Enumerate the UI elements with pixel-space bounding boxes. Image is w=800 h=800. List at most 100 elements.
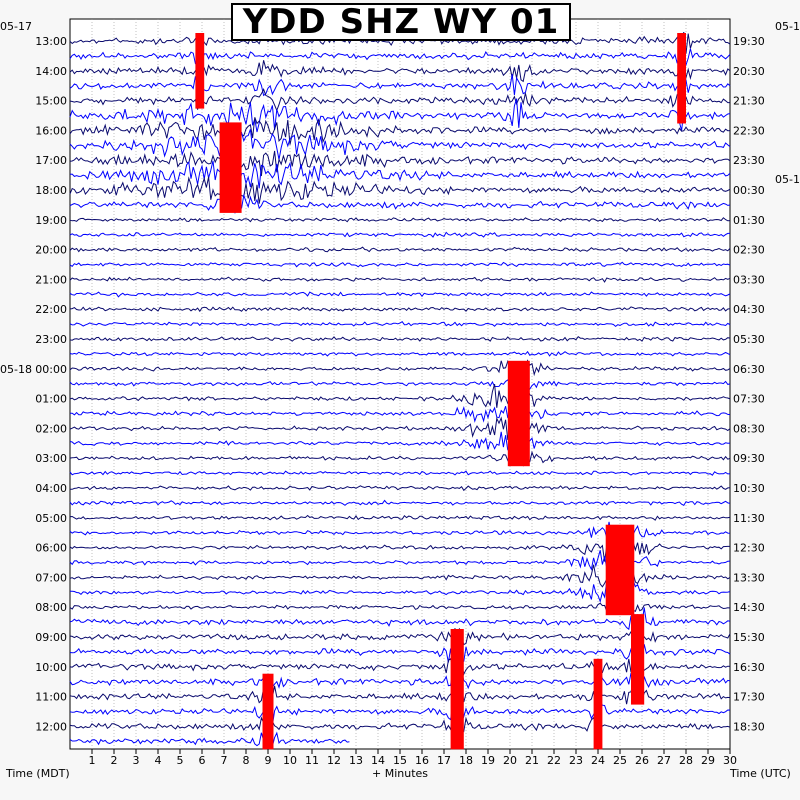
trace-row xyxy=(69,350,731,357)
x-tick-label: 2 xyxy=(111,754,118,767)
right-date-label: 05-1 xyxy=(775,20,800,33)
x-tick-label: 30 xyxy=(723,754,737,767)
clipped-signal xyxy=(507,360,530,467)
right-time-label: 23:30 xyxy=(733,154,765,167)
right-time-label: 01:30 xyxy=(733,214,765,227)
right-date-label: 05-1 xyxy=(775,173,800,186)
trace-row xyxy=(69,276,731,283)
clipped-signal xyxy=(262,673,274,750)
trace-row xyxy=(69,306,731,313)
trace-row xyxy=(69,47,731,67)
x-tick-label: 18 xyxy=(459,754,473,767)
right-time-label: 03:30 xyxy=(733,273,765,286)
left-time-label: 10:00 xyxy=(35,661,67,674)
right-time-label: 20:30 xyxy=(733,65,765,78)
trace-row xyxy=(70,405,731,426)
trace-row xyxy=(69,607,731,632)
right-time-label: 10:30 xyxy=(733,482,765,495)
trace-row xyxy=(69,681,731,713)
x-tick-label: 21 xyxy=(525,754,539,767)
left-time-label: 16:00 xyxy=(35,124,67,137)
right-time-label: 15:30 xyxy=(733,631,765,644)
trace-row xyxy=(69,150,731,177)
left-time-label: 08:00 xyxy=(35,601,67,614)
x-tick-label: 20 xyxy=(503,754,517,767)
left-time-label: 00:00 xyxy=(35,363,67,376)
right-time-label: 04:30 xyxy=(733,303,765,316)
right-time-label: 19:30 xyxy=(733,35,765,48)
x-tick-label: 9 xyxy=(265,754,272,767)
x-tick-label: 29 xyxy=(701,754,715,767)
seismic-traces xyxy=(69,32,731,747)
trace-row xyxy=(69,372,731,390)
clipped-signal xyxy=(605,524,635,616)
right-time-label: 07:30 xyxy=(733,393,765,406)
right-time-label: 00:30 xyxy=(733,184,765,197)
right-time-label: 14:30 xyxy=(733,601,765,614)
left-time-label: 19:00 xyxy=(35,214,67,227)
x-tick-label: 25 xyxy=(613,754,627,767)
time-labels: 13:00 14:00 15:00 16:00 17:00 18:00 19:00 20:00… xyxy=(0,20,800,733)
x-tick-label: 23 xyxy=(569,754,583,767)
trace-row xyxy=(69,88,730,112)
left-date-label: 05-18 xyxy=(0,363,32,376)
clipped-signal xyxy=(677,33,686,124)
left-time-label: 09:00 xyxy=(35,631,67,644)
left-axis-label: Time (MDT) xyxy=(6,767,70,780)
trace-row xyxy=(69,514,731,521)
right-time-label: 06:30 xyxy=(733,363,765,376)
trace-row xyxy=(69,291,731,298)
right-time-label: 18:30 xyxy=(733,720,765,733)
x-tick-label: 12 xyxy=(327,754,341,767)
trace-row xyxy=(69,643,731,666)
x-tick-label: 3 xyxy=(133,754,140,767)
left-time-label: 17:00 xyxy=(35,154,67,167)
trace-row xyxy=(69,231,730,238)
trace-row xyxy=(69,429,731,451)
x-axis-ticks: 1 2 3 4 5 6 7 8 9 10 11 12 13 14 15 16 17 18 19 20 21 22 23 24 2… xyxy=(89,749,737,767)
left-time-label: 04:00 xyxy=(35,482,67,495)
trace-row xyxy=(69,359,731,377)
x-tick-label: 14 xyxy=(371,754,385,767)
left-time-label: 22:00 xyxy=(35,303,67,316)
left-time-label: 21:00 xyxy=(35,273,67,286)
trace-row xyxy=(69,470,731,476)
trace-row xyxy=(69,321,731,328)
x-tick-label: 15 xyxy=(393,754,407,767)
x-tick-label: 27 xyxy=(657,754,671,767)
left-time-label: 07:00 xyxy=(35,571,67,584)
right-time-label: 16:30 xyxy=(733,661,765,674)
clipped-signal xyxy=(450,629,464,750)
x-tick-label: 8 xyxy=(243,754,250,767)
right-time-label: 09:30 xyxy=(733,452,765,465)
right-time-label: 02:30 xyxy=(733,244,765,257)
trace-row xyxy=(69,699,731,727)
right-axis-label: Time (UTC) xyxy=(730,767,791,780)
trace-row xyxy=(69,450,731,467)
x-tick-label: 24 xyxy=(591,754,605,767)
left-time-label: 23:00 xyxy=(35,333,67,346)
trace-row xyxy=(69,499,731,506)
trace-row xyxy=(69,98,731,133)
trace-row xyxy=(69,416,731,441)
x-tick-label: 10 xyxy=(283,754,297,767)
trace-row xyxy=(69,713,731,733)
left-time-label: 11:00 xyxy=(35,691,67,704)
right-time-label: 11:30 xyxy=(733,512,765,525)
trace-row xyxy=(69,60,731,83)
right-time-label: 12:30 xyxy=(733,542,765,555)
trace-row xyxy=(69,261,731,268)
x-tick-label: 19 xyxy=(481,754,495,767)
left-time-label: 01:00 xyxy=(35,393,67,406)
trace-row xyxy=(69,193,731,215)
left-time-label: 05:00 xyxy=(35,512,67,525)
clipped-signal xyxy=(195,33,205,109)
x-tick-label: 28 xyxy=(679,754,693,767)
trace-row xyxy=(69,731,350,747)
left-time-label: 03:00 xyxy=(35,452,67,465)
right-time-label: 08:30 xyxy=(733,422,765,435)
trace-row xyxy=(69,129,731,160)
clipped-signal xyxy=(219,122,242,213)
left-time-label: 18:00 xyxy=(35,184,67,197)
